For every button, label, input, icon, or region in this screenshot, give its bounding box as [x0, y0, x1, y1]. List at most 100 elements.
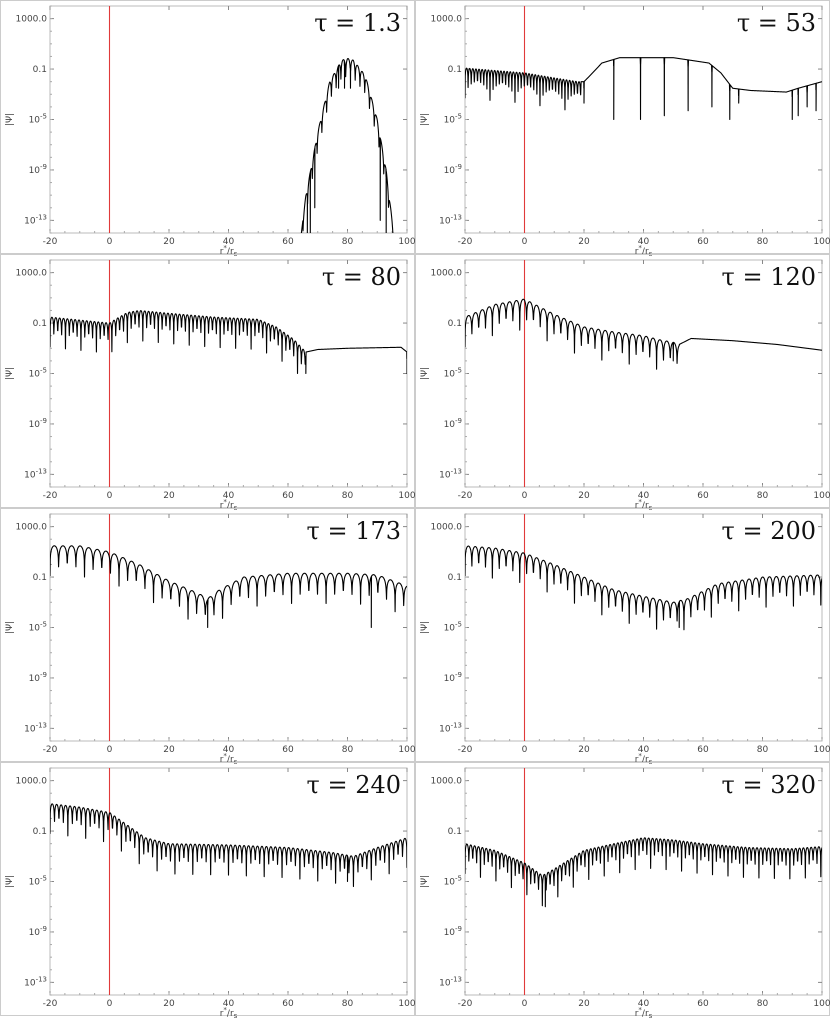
y-tick-label: 10-9: [444, 417, 462, 430]
panel-8: -20 0 20 40 60 80 100 1000.0 0.1 10-5 10-9 10-13 r*/…: [415, 762, 830, 1020]
x-tick-label: 100: [813, 999, 830, 1009]
x-tick-label: 80: [342, 491, 354, 501]
x-tick-label: 100: [813, 491, 830, 501]
x-tick-label: 40: [638, 745, 650, 755]
y-tick-label: 1000.0: [16, 777, 48, 787]
x-tick-label: 0: [107, 999, 113, 1009]
y-tick-label: 10-5: [444, 875, 462, 888]
x-tick-label: 20: [163, 237, 175, 247]
y-tick-label: 1000.0: [431, 523, 463, 533]
x-tick-label: 100: [398, 999, 415, 1009]
x-tick-label: 80: [342, 745, 354, 755]
y-tick-label: 0.1: [448, 65, 462, 75]
y-tick-label: 10-5: [29, 367, 47, 380]
y-tick-label: 10-13: [439, 975, 462, 988]
y-tick-label: 1000.0: [431, 15, 463, 25]
x-tick-label: -20: [43, 491, 58, 501]
tau-title: τ = 120: [722, 263, 816, 291]
x-tick-label: 80: [757, 999, 769, 1009]
y-tick-label: 0.1: [448, 827, 462, 837]
y-tick-label: 10-13: [24, 467, 47, 480]
y-tick-label: 10-5: [29, 113, 47, 126]
panel-border: [415, 0, 830, 254]
x-tick-label: 20: [163, 491, 175, 501]
y-tick-label: 10-9: [29, 417, 47, 430]
x-axis-label: r*/rs: [635, 244, 653, 258]
x-tick-label: 40: [638, 491, 650, 501]
x-tick-label: 60: [282, 999, 294, 1009]
x-tick-label: -20: [458, 745, 473, 755]
y-tick-label: 0.1: [448, 319, 462, 329]
x-tick-label: 20: [578, 999, 590, 1009]
y-tick-label: 0.1: [33, 319, 47, 329]
y-tick-label: 0.1: [33, 827, 47, 837]
y-tick-label: 0.1: [448, 573, 462, 583]
y-axis-label: |Ψ|: [5, 875, 15, 888]
y-axis-label: |Ψ|: [420, 367, 430, 380]
x-tick-label: 60: [282, 237, 294, 247]
x-tick-label: 40: [223, 491, 235, 501]
tau-title: τ = 320: [722, 771, 816, 799]
x-tick-label: -20: [458, 491, 473, 501]
x-tick-label: 40: [223, 237, 235, 247]
x-tick-label: 100: [813, 745, 830, 755]
x-tick-label: 0: [107, 745, 113, 755]
x-axis-label: r*/rs: [220, 498, 238, 512]
y-tick-label: 10-5: [444, 621, 462, 634]
plot-frame: [49, 513, 408, 742]
tau-title: τ = 53: [737, 9, 816, 37]
y-tick-label: 1000.0: [16, 269, 48, 279]
tau-title: τ = 240: [307, 771, 401, 799]
y-axis-label: |Ψ|: [5, 621, 15, 634]
panel-border: [0, 508, 415, 762]
x-axis-label: r*/rs: [635, 498, 653, 512]
series-psi-curve: [300, 58, 394, 233]
x-tick-label: 80: [757, 745, 769, 755]
series-psi-curve: [50, 310, 407, 375]
panel-border: [415, 254, 830, 508]
x-tick-label: -20: [43, 999, 58, 1009]
x-tick-label: 40: [223, 745, 235, 755]
x-tick-label: -20: [458, 999, 473, 1009]
y-tick-label: 10-9: [444, 925, 462, 938]
panel-border: [415, 762, 830, 1016]
panel-6: -20 0 20 40 60 80 100 1000.0 0.1 10-5 10-9 10-13 r*/…: [415, 508, 830, 766]
x-tick-label: 100: [398, 237, 415, 247]
y-tick-label: 10-13: [439, 467, 462, 480]
tau-title: τ = 1.3: [314, 9, 401, 37]
y-tick-label: 10-13: [24, 975, 47, 988]
x-tick-label: 100: [398, 745, 415, 755]
x-tick-label: 40: [638, 999, 650, 1009]
x-tick-label: -20: [43, 745, 58, 755]
x-tick-label: 20: [578, 745, 590, 755]
x-tick-label: 0: [522, 999, 528, 1009]
panel-2: -20 0 20 40 60 80 100 1000.0 0.1 10-5 10-9 10-13 r*/…: [415, 0, 830, 258]
series-psi-curve: [465, 545, 822, 631]
x-tick-label: 80: [342, 237, 354, 247]
x-tick-label: 60: [697, 999, 709, 1009]
y-axis-label: |Ψ|: [420, 621, 430, 634]
y-tick-label: 10-9: [444, 671, 462, 684]
x-tick-label: 80: [757, 237, 769, 247]
x-tick-label: 80: [342, 999, 354, 1009]
plot-frame: [464, 259, 823, 488]
x-tick-label: 60: [697, 237, 709, 247]
plot-frame: [464, 5, 823, 234]
y-axis-label: |Ψ|: [5, 367, 15, 380]
x-tick-label: 20: [163, 745, 175, 755]
x-tick-label: 0: [107, 491, 113, 501]
plot-frame: [464, 767, 823, 996]
x-tick-label: 60: [697, 745, 709, 755]
x-tick-label: 20: [578, 491, 590, 501]
panel-1: -20 0 20 40 60 80 100 1000.0 0.1 10-5 10-9 10-13 r*/…: [0, 0, 416, 258]
y-tick-label: 10-9: [29, 671, 47, 684]
y-tick-label: 1000.0: [16, 523, 48, 533]
series-psi-curve: [465, 298, 822, 370]
x-tick-label: 60: [282, 491, 294, 501]
plot-frame: [49, 259, 408, 488]
x-tick-label: 20: [578, 237, 590, 247]
panel-4: -20 0 20 40 60 80 100 1000.0 0.1 10-5 10-9 10-13 r*/…: [415, 254, 830, 512]
x-tick-label: 0: [522, 491, 528, 501]
